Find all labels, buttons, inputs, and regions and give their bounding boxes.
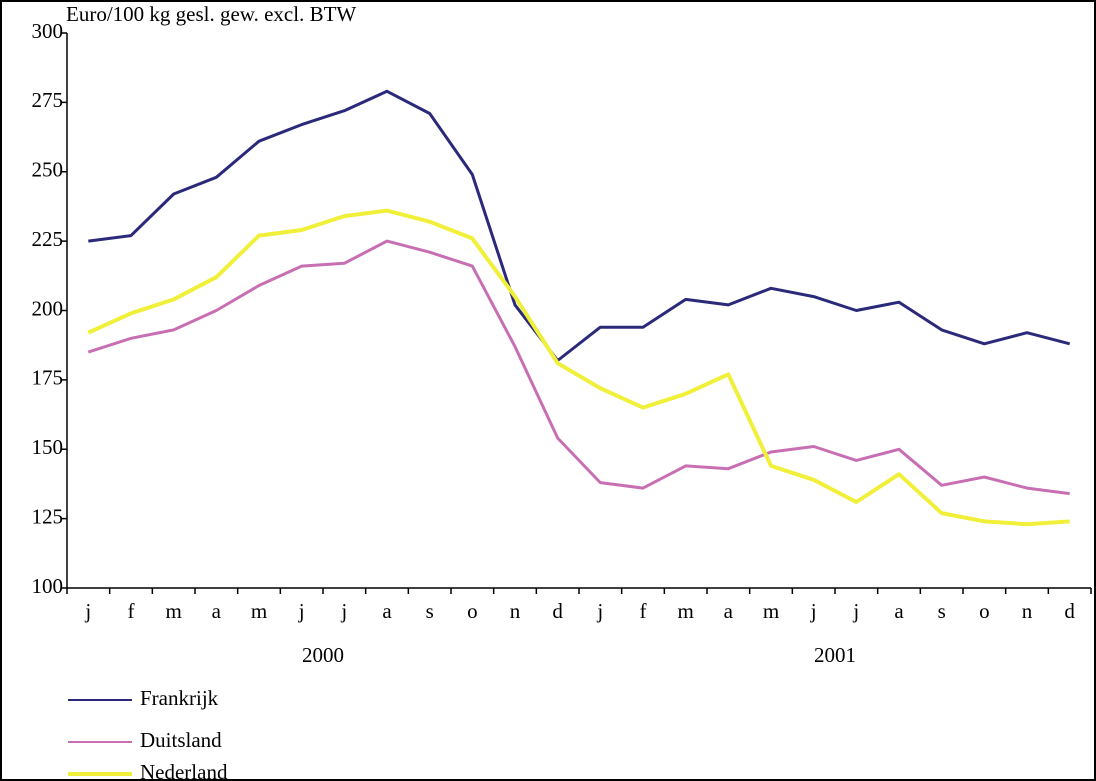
y-tick-label: 150 [32, 435, 64, 459]
legend-label: Duitsland [140, 728, 222, 752]
y-tick-label: 250 [32, 158, 64, 182]
x-tick-label: a [212, 599, 222, 623]
x-tick-label: s [938, 599, 946, 623]
x-tick-label: j [84, 599, 91, 623]
x-group-label: 2001 [814, 643, 856, 667]
x-tick-label: m [165, 599, 181, 623]
x-tick-label: j [298, 599, 305, 623]
x-tick-label: j [852, 599, 859, 623]
x-tick-label: j [340, 599, 347, 623]
y-tick-label: 125 [32, 504, 64, 528]
x-tick-label: a [894, 599, 904, 623]
series-line [87, 239, 1070, 496]
y-tick-label: 300 [32, 19, 64, 43]
x-tick-label: m [763, 599, 779, 623]
y-tick-label: 100 [32, 574, 64, 598]
series-line [88, 89, 1071, 362]
x-tick-label: d [552, 599, 563, 623]
x-tick-label: d [1064, 599, 1075, 623]
x-tick-label: a [724, 599, 734, 623]
x-tick-label: j [810, 599, 817, 623]
y-tick-label: 275 [32, 88, 64, 112]
legend-label: Nederland [140, 760, 228, 781]
y-axis-label: Euro/100 kg gesl. gew. excl. BTW [66, 2, 356, 26]
x-tick-label: n [1022, 599, 1033, 623]
x-tick-label: f [640, 599, 647, 623]
x-tick-label: a [382, 599, 392, 623]
x-tick-label: m [677, 599, 693, 623]
x-tick-label: m [251, 599, 267, 623]
series-line [87, 208, 1070, 527]
x-tick-label: o [979, 599, 990, 623]
x-group-label: 2000 [302, 643, 344, 667]
x-tick-label: s [426, 599, 434, 623]
x-tick-label: o [467, 599, 478, 623]
x-tick-label: n [510, 599, 521, 623]
x-tick-label: f [128, 599, 135, 623]
y-tick-label: 200 [32, 296, 64, 320]
legend-label: Frankrijk [140, 686, 219, 710]
y-tick-label: 225 [32, 227, 64, 251]
y-tick-label: 175 [32, 366, 64, 390]
x-tick-label: j [596, 599, 603, 623]
